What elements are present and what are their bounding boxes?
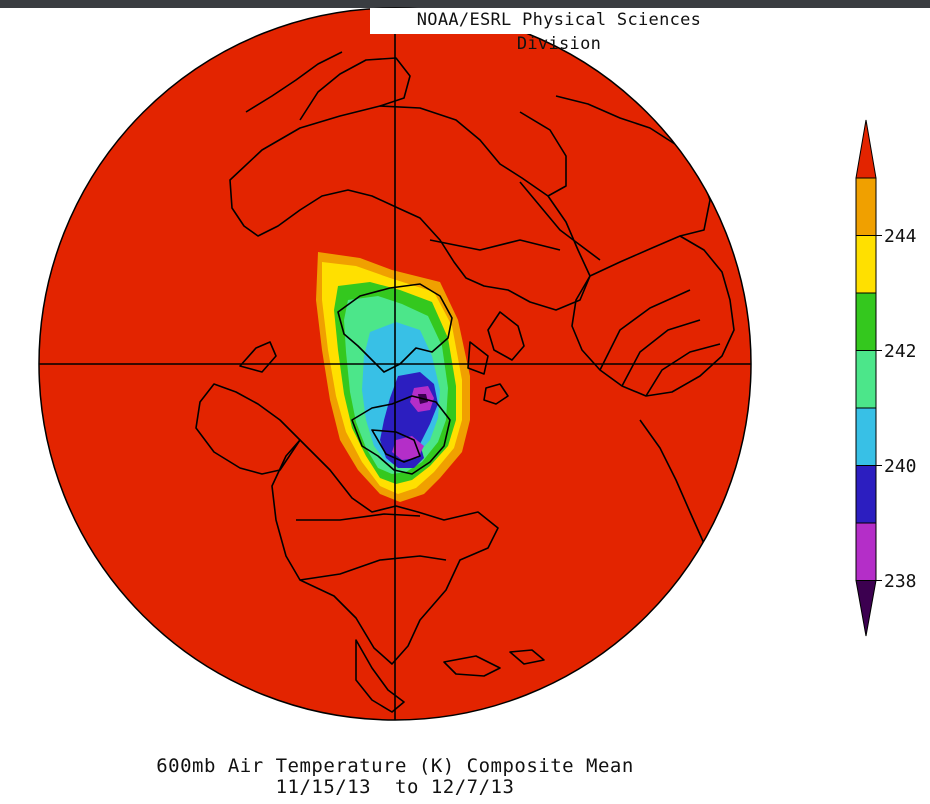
colorbar-segment <box>855 522 877 581</box>
colorbar-label-244: 244 <box>884 226 917 247</box>
colorbar-label-238: 238 <box>884 571 917 592</box>
colorbar-segment <box>855 292 877 351</box>
colorbar-segment <box>855 407 877 466</box>
top-window-bar <box>0 0 930 8</box>
colorbar-top-arrow <box>855 119 877 179</box>
colorbar-label-240: 240 <box>884 456 917 477</box>
colorbar-bottom-arrow <box>855 580 877 637</box>
colorbar-segment <box>855 235 877 294</box>
colorbar-label-242: 242 <box>884 341 917 362</box>
caption-dates: 11/15/13 to 12/7/13 <box>275 776 515 798</box>
caption-title: 600mb Air Temperature (K) Composite Mean <box>156 755 634 777</box>
contour-238b <box>392 436 424 460</box>
credit-banner: NOAA/ESRL Physical Sciences Division <box>370 8 748 54</box>
colorbar-segment <box>855 177 877 236</box>
colorbar-segment <box>855 350 877 409</box>
map-caption: 600mb Air Temperature (K) Composite Mean… <box>0 756 790 798</box>
colorbar-segment <box>855 465 877 524</box>
colorbar <box>855 119 882 637</box>
